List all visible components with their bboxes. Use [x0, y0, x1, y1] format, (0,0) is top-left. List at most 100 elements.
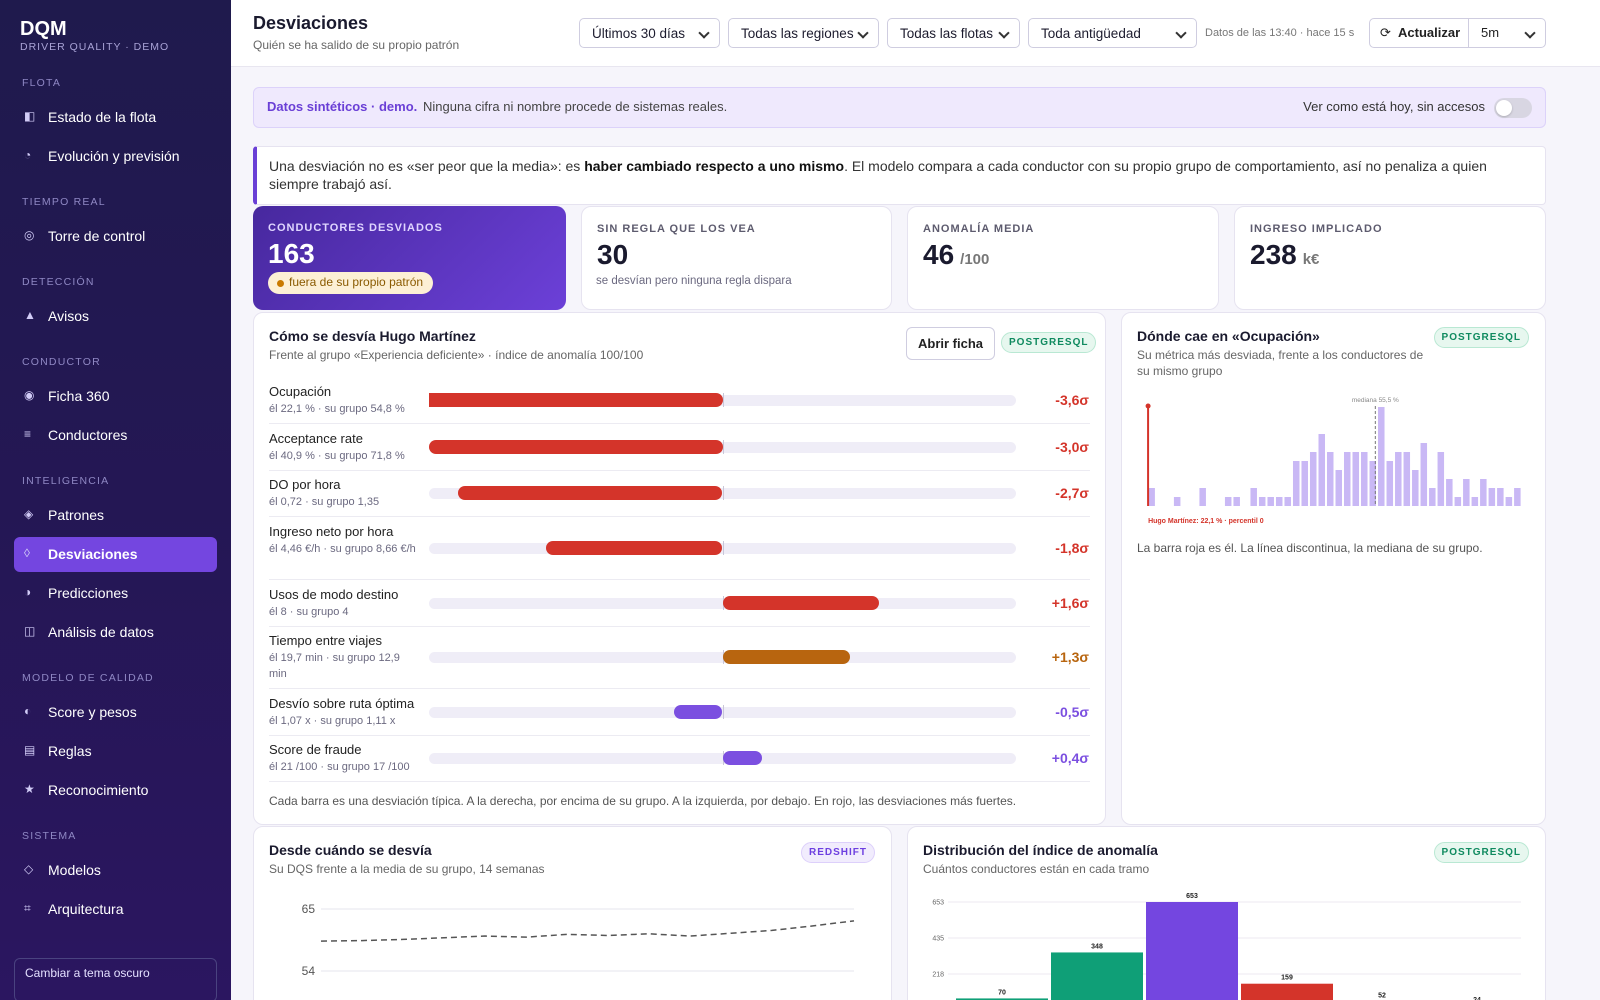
metric-name: Ingreso neto por hora [269, 524, 394, 539]
kpi-value: 238 [1250, 239, 1297, 270]
kpi-value: 46 [923, 239, 955, 270]
kpi-card: INGRESO IMPLICADO 238 k€ [1234, 206, 1546, 310]
pill-text: fuera de su propio patrón [289, 275, 424, 289]
metric-name: DO por hora [269, 477, 341, 492]
source-badge: POSTGRESQL [1433, 842, 1529, 863]
deviation-label: -3,0σ [1055, 439, 1089, 455]
kpi-label: CONDUCTORES DESVIADOS [268, 222, 443, 234]
nav-item[interactable]: ◑ Predicciones [14, 576, 217, 611]
metric-detail: él 1,07 x · su grupo 1,11 x [269, 715, 396, 727]
filter-select[interactable]: Todas las flotas [887, 18, 1020, 48]
nav-icon: ★ [24, 782, 35, 796]
histogram-bar [1369, 461, 1377, 506]
nav-label: Score y pesos [48, 704, 137, 720]
filter-select[interactable]: Todas las regiones [728, 18, 879, 48]
nav-icon: ▲ [24, 308, 36, 322]
histogram-bar [1471, 497, 1479, 506]
intro-callout: Una desviación no es «ser peor que la me… [253, 146, 1546, 205]
nav-label: Arquitectura [48, 901, 124, 917]
nav-label: Desviaciones [48, 546, 138, 562]
open-profile-button[interactable]: Abrir ficha [906, 327, 995, 360]
row-separator [269, 470, 1090, 471]
bar-value-label: 52 [1378, 992, 1386, 999]
histogram-bar [1446, 479, 1453, 506]
interval-select[interactable]: 5m [1469, 19, 1545, 47]
deviation-track [429, 393, 1016, 407]
nav-item[interactable]: ▲ Avisos [14, 299, 217, 334]
histogram-note: La barra roja es él. La línea discontinu… [1137, 541, 1483, 555]
nav-item[interactable]: ★ Reconocimiento [14, 773, 217, 808]
kpi-card: SIN REGLA QUE LOS VEA 30 se desvían pero n… [581, 206, 892, 310]
deviation-bar [722, 650, 850, 664]
nav-section-title: MODELO DE CALIDAD [22, 672, 154, 684]
histogram-bar [1148, 488, 1155, 506]
deviation-label: -3,6σ [1055, 392, 1089, 408]
nav-item[interactable]: ⌗ Arquitectura [14, 892, 217, 927]
nav-icon: ⌗ [24, 901, 31, 915]
kpi-note: se desvían pero ninguna regla dispara [596, 275, 792, 287]
nav-item[interactable]: ◫ Análisis de datos [14, 615, 217, 650]
page-subtitle: Quién se ha salido de su propio patrón [253, 38, 460, 52]
metric-name: Score de fraude [269, 742, 362, 757]
histogram-bar [1292, 461, 1300, 506]
toggle-switch[interactable] [1494, 98, 1532, 118]
nav-item[interactable]: ◧ Estado de la flota [14, 100, 217, 135]
source-badge: POSTGRESQL [1001, 332, 1097, 353]
bar [1051, 952, 1143, 1000]
deviation-bar [429, 393, 723, 407]
metric-detail: él 4,46 €/h · su grupo 8,66 €/h [269, 543, 416, 555]
nav-item[interactable]: ◎ Torre de control [14, 219, 217, 254]
filter-select[interactable]: Últimos 30 días [579, 18, 720, 48]
kpi-value: 30 [597, 239, 629, 270]
histogram-bar [1309, 452, 1317, 506]
nav-label: Ficha 360 [48, 388, 110, 404]
nav-item[interactable]: ◉ Ficha 360 [14, 379, 217, 414]
deviation-label: -0,5σ [1055, 704, 1089, 720]
nav-label: Conductores [48, 427, 128, 443]
theme-toggle-button[interactable]: Cambiar a tema oscuro [14, 958, 217, 1000]
histogram-bar [1361, 452, 1368, 506]
panel-subtitle: Frente al grupo «Experiencia deficiente»… [269, 348, 644, 362]
deviation-track [429, 705, 1016, 719]
banner-strong: Datos sintéticos · demo. [267, 99, 418, 114]
bar-value-label: 653 [1186, 893, 1198, 900]
nav-icon: ◇ [24, 862, 34, 876]
deviation-track [429, 596, 1016, 610]
row-separator [269, 423, 1090, 424]
nav-item[interactable]: ◔ Evolución y previsión [14, 139, 217, 174]
bar [1146, 902, 1238, 1000]
histogram-bar [1386, 461, 1394, 506]
y-tick-label: 54 [302, 964, 316, 978]
nav-item[interactable]: ≡ Conductores [14, 418, 217, 453]
refresh-button[interactable]: ⟳ Actualizar [1370, 19, 1469, 47]
bar [1241, 983, 1333, 1000]
histogram-bar [1454, 497, 1462, 506]
nav-item[interactable]: ◈ Patrones [14, 498, 217, 533]
nav-section-title: FLOTA [22, 77, 62, 89]
bar-value-label: 159 [1281, 975, 1293, 982]
deviation-label: +0,4σ [1051, 750, 1089, 766]
nav-item[interactable]: ◐ Score y pesos [14, 695, 217, 730]
nav-item[interactable]: ◊ Desviaciones [14, 537, 217, 572]
filter-value: Todas las regiones [741, 26, 854, 41]
histogram-bar [1463, 479, 1470, 506]
histogram-bar [1488, 488, 1496, 506]
nav-item[interactable]: ◇ Modelos [14, 853, 217, 888]
metric-detail: él 8 · su grupo 4 [269, 606, 349, 618]
filter-select[interactable]: Toda antigüedad [1028, 18, 1197, 48]
panel-subtitle: Cuántos conductores están en cada tramo [923, 862, 1150, 876]
histogram-bar [1480, 479, 1487, 506]
intro-text: . El modelo compara a cada conductor con… [269, 158, 1487, 193]
metric-detail: él 40,9 % · su grupo 71,8 % [269, 450, 405, 462]
kpi-card: CONDUCTORES DESVIADOS 163 fuera de su prop… [253, 206, 566, 310]
kpi-label: INGRESO IMPLICADO [1250, 223, 1383, 235]
histogram-bar [1344, 452, 1351, 506]
metric-detail: él 22,1 % · su grupo 54,8 % [269, 403, 405, 415]
panel-title: Desde cuándo se desvía [269, 842, 432, 858]
nav-item[interactable]: ▤ Reglas [14, 734, 217, 769]
bar-value-label: 70 [998, 989, 1006, 996]
deviation-track [429, 541, 1016, 555]
histogram-bar [1250, 488, 1257, 506]
nav-label: Avisos [48, 308, 89, 324]
kpi-value: 163 [268, 238, 315, 269]
